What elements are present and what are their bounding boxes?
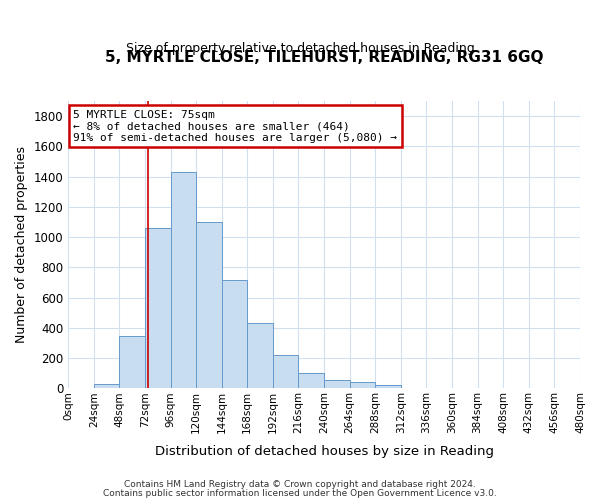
Y-axis label: Number of detached properties: Number of detached properties	[15, 146, 28, 343]
Bar	[324, 380, 350, 388]
Bar	[119, 336, 145, 388]
Bar	[94, 384, 119, 388]
Bar	[298, 372, 324, 388]
Text: Contains public sector information licensed under the Open Government Licence v3: Contains public sector information licen…	[103, 488, 497, 498]
Bar	[145, 228, 170, 388]
Title: 5, MYRTLE CLOSE, TILEHURST, READING, RG31 6GQ: 5, MYRTLE CLOSE, TILEHURST, READING, RG3…	[105, 50, 544, 65]
Bar	[273, 355, 298, 388]
Text: Contains HM Land Registry data © Crown copyright and database right 2024.: Contains HM Land Registry data © Crown c…	[124, 480, 476, 489]
X-axis label: Distribution of detached houses by size in Reading: Distribution of detached houses by size …	[155, 444, 494, 458]
Bar	[247, 324, 273, 388]
Text: Size of property relative to detached houses in Reading: Size of property relative to detached ho…	[125, 42, 475, 55]
Bar	[350, 382, 375, 388]
Bar	[375, 386, 401, 388]
Bar	[222, 280, 247, 388]
Bar	[170, 172, 196, 388]
Text: 5 MYRTLE CLOSE: 75sqm
← 8% of detached houses are smaller (464)
91% of semi-deta: 5 MYRTLE CLOSE: 75sqm ← 8% of detached h…	[73, 110, 397, 142]
Bar	[196, 222, 222, 388]
